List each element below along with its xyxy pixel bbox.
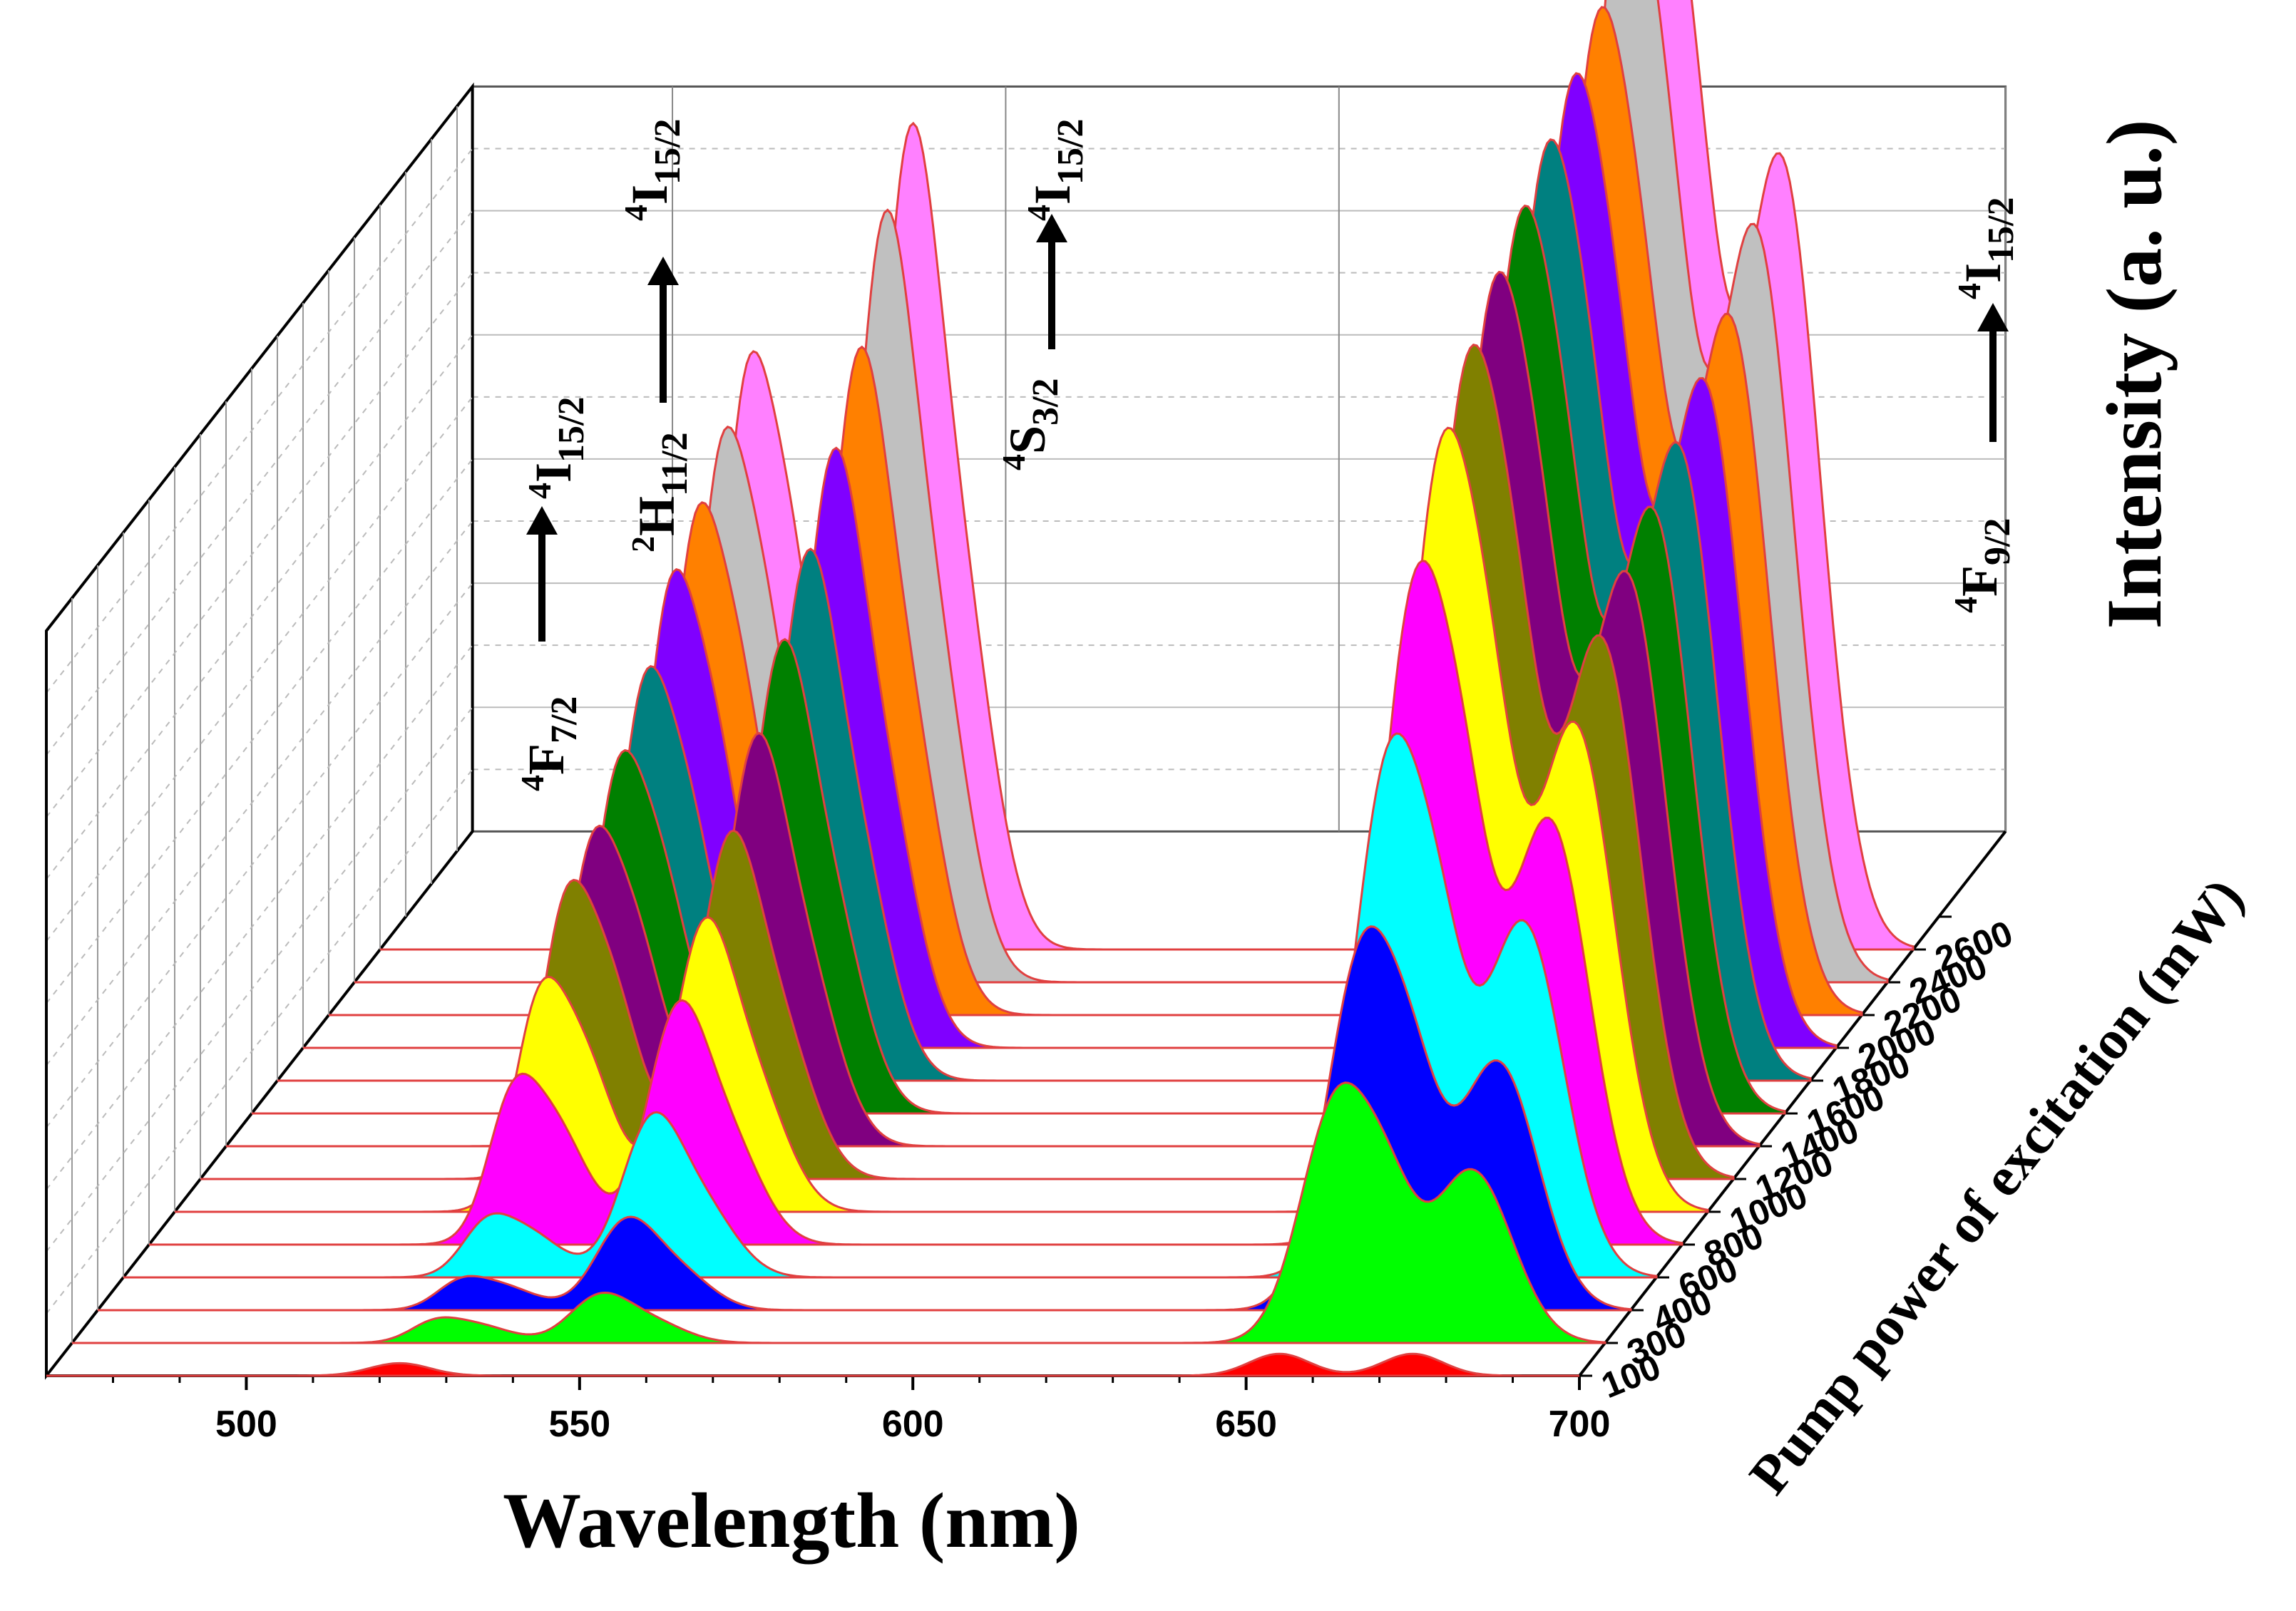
side-wall-grid xyxy=(45,82,474,1380)
spectra xyxy=(46,0,1915,1377)
x-tick-label: 700 xyxy=(1549,1404,1611,1445)
transition-lower-label: 4F7/2 xyxy=(514,696,585,791)
x-tick-label: 600 xyxy=(882,1404,944,1445)
spectrum-300 xyxy=(72,1081,1606,1344)
spectrum-1000 xyxy=(175,426,1709,1213)
transition-lower-label: 4S3/2 xyxy=(995,379,1066,471)
x-axis-title: Wavelength (nm) xyxy=(503,1477,1080,1564)
transition-annotation: 4I15/2 4F7/2 xyxy=(514,397,592,791)
x-tick-label: 550 xyxy=(548,1404,610,1445)
spectrum-1200 xyxy=(200,344,1735,1180)
x-tick-label: 650 xyxy=(1215,1404,1277,1445)
transition-annotation: 4I15/2 4F9/2 xyxy=(1947,197,2021,613)
transition-annotation: 4I15/2 4S3/2 xyxy=(995,119,1091,470)
transition-upper-label: 4I15/2 xyxy=(617,119,688,221)
x-tick-label: 500 xyxy=(215,1404,277,1445)
y-axis-title: Intensity (a. u.) xyxy=(2091,119,2178,629)
transition-lower-label: 4F9/2 xyxy=(1947,518,2018,613)
transition-upper-label: 4I15/2 xyxy=(1020,119,1091,221)
transition-upper-label: 4I15/2 xyxy=(1951,197,2021,299)
spectrum-100 xyxy=(46,1352,1579,1377)
spectrum-1400 xyxy=(226,270,1761,1148)
transition-lower-label: 2H11/2 xyxy=(625,432,695,552)
transition-annotation: 4I15/2 2H11/2 xyxy=(617,119,695,552)
transition-annotations: 4I15/24F7/24I15/22H11/24I15/24S3/24I15/2… xyxy=(514,119,2021,791)
transition-upper-label: 4I15/2 xyxy=(521,397,592,499)
x-tick-labels: 500 550 600 650 700 xyxy=(215,1404,1610,1445)
